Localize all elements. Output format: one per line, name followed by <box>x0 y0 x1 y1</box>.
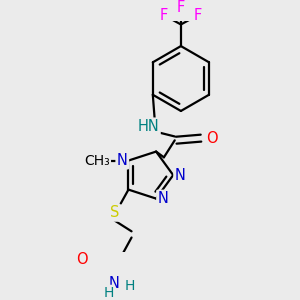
Text: H: H <box>125 279 135 293</box>
Text: F: F <box>160 8 168 23</box>
Text: F: F <box>177 0 185 15</box>
Text: N: N <box>108 276 119 291</box>
Text: CH₃: CH₃ <box>84 154 110 168</box>
Text: HN: HN <box>138 119 159 134</box>
Text: O: O <box>206 130 218 146</box>
Text: N: N <box>175 168 186 183</box>
Text: N: N <box>158 191 169 206</box>
Text: F: F <box>194 8 202 23</box>
Text: S: S <box>110 205 119 220</box>
Text: O: O <box>76 252 88 267</box>
Text: H: H <box>103 286 114 300</box>
Text: N: N <box>117 153 128 168</box>
